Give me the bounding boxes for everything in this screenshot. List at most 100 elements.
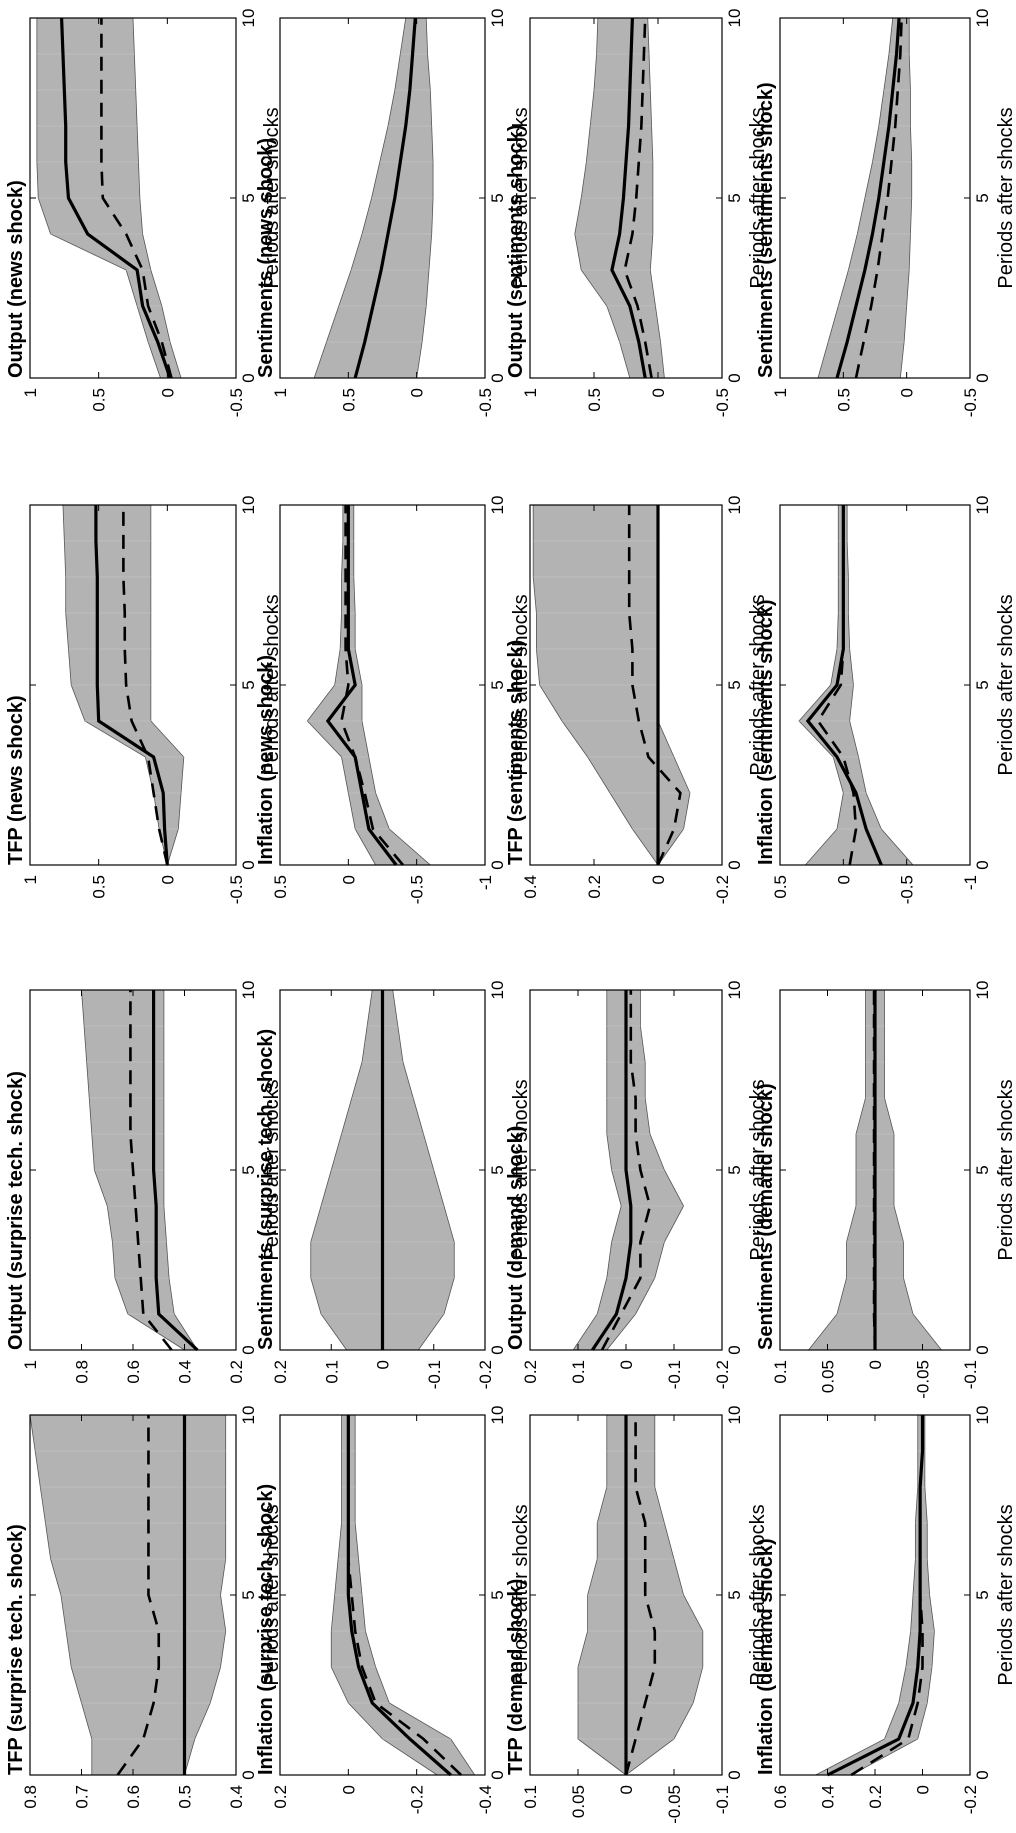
x-tick-label: 10 bbox=[239, 496, 258, 515]
panel-title: Inflation (news shock) bbox=[255, 655, 277, 865]
x-tick-label: 0 bbox=[239, 1345, 258, 1354]
y-tick-label: 1 bbox=[21, 388, 40, 397]
y-tick-label: 0.5 bbox=[90, 388, 109, 412]
panel-title: TFP (news shock) bbox=[5, 695, 27, 865]
panel-title: Inflation (surprise tech. shock) bbox=[255, 1484, 277, 1775]
x-tick-label: 0 bbox=[239, 1770, 258, 1779]
series-solid bbox=[591, 990, 633, 1351]
y-tick-label: -0.5 bbox=[227, 875, 246, 904]
x-axis-label: Periods after shocks bbox=[995, 594, 1016, 775]
panel-13: 1 0.5 0 -0.5 0 5 10 Periods after shocks Sentime… bbox=[755, 9, 1016, 418]
series-solid bbox=[353, 17, 417, 379]
x-tick-label: 0 bbox=[239, 860, 258, 869]
y-tick-label: 0.1 bbox=[569, 1360, 588, 1384]
panel-title: TFP (sentiments shock) bbox=[505, 640, 527, 865]
series-dashed bbox=[816, 505, 858, 866]
y-tick-label: 0.4 bbox=[176, 1360, 195, 1384]
x-tick-label: 5 bbox=[488, 193, 507, 202]
panel-2: 1 0.5 0 -0.5 0 5 10 Periods after shocks TFP (ne… bbox=[5, 496, 283, 905]
panel-title: TFP (demand shock) bbox=[505, 1579, 527, 1775]
series-dashed bbox=[854, 17, 903, 379]
y-tick-label: 0.2 bbox=[585, 875, 604, 899]
x-axis-label: Periods after shocks bbox=[747, 594, 769, 775]
y-tick-label: 0.4 bbox=[521, 875, 540, 899]
x-tick-label: 5 bbox=[973, 680, 992, 689]
x-tick-label: 5 bbox=[488, 1590, 507, 1599]
y-tick-label: 0 bbox=[866, 1360, 885, 1369]
x-tick-label: 5 bbox=[239, 680, 258, 689]
x-tick-label: 10 bbox=[973, 1406, 992, 1425]
panel-14: 0.5 0 -0.5 -1 0 5 10 Periods after shocks Inflat… bbox=[755, 496, 1016, 905]
y-tick-label: 0.8 bbox=[21, 1785, 40, 1809]
x-axis-label: Periods after shocks bbox=[747, 107, 769, 288]
x-tick-label: 10 bbox=[973, 496, 992, 515]
panel-16: 0.6 0.4 0.2 0 -0.2 0 5 10 Periods after shocks In… bbox=[755, 1406, 1016, 1815]
series-solid bbox=[59, 17, 172, 379]
y-tick-label: -1 bbox=[476, 875, 495, 890]
y-tick-label: 0 bbox=[374, 1360, 393, 1369]
x-tick-label: 10 bbox=[239, 9, 258, 28]
series-dashed bbox=[624, 1415, 657, 1776]
y-tick-label: 0.4 bbox=[227, 1785, 246, 1809]
y-tick-label: 0.2 bbox=[271, 1360, 290, 1384]
x-tick-label: 0 bbox=[488, 373, 507, 382]
series-dashed bbox=[623, 17, 653, 379]
y-tick-label: -0.2 bbox=[713, 1360, 732, 1389]
series-dashed bbox=[340, 505, 404, 866]
x-tick-label: 5 bbox=[239, 1165, 258, 1174]
x-tick-label: 10 bbox=[239, 981, 258, 1000]
x-tick-label: 0 bbox=[488, 1770, 507, 1779]
y-tick-label: -1 bbox=[961, 875, 980, 890]
y-tick-label: -0.05 bbox=[665, 1785, 684, 1824]
x-axis-label: Periods after shocks bbox=[995, 1504, 1016, 1685]
x-tick-label: 0 bbox=[488, 1345, 507, 1354]
y-tick-label: 0 bbox=[898, 388, 917, 397]
series-solid bbox=[610, 17, 647, 379]
x-axis-label: Periods after shocks bbox=[510, 594, 532, 775]
x-tick-label: 10 bbox=[973, 981, 992, 1000]
x-tick-label: 10 bbox=[725, 9, 744, 28]
y-tick-label: 0.2 bbox=[271, 1785, 290, 1809]
y-tick-label: -0.1 bbox=[961, 1360, 980, 1389]
y-tick-label: 0 bbox=[339, 1785, 358, 1794]
y-tick-label: -0.4 bbox=[476, 1785, 495, 1814]
x-axis-label: Periods after shocks bbox=[261, 1079, 283, 1260]
y-tick-label: 0.7 bbox=[73, 1785, 92, 1809]
x-tick-label: 10 bbox=[725, 1406, 744, 1425]
x-tick-label: 10 bbox=[488, 1406, 507, 1425]
x-tick-label: 5 bbox=[973, 1590, 992, 1599]
y-tick-label: 1 bbox=[21, 875, 40, 884]
y-tick-label: 0.5 bbox=[585, 388, 604, 412]
y-tick-label: 0 bbox=[834, 875, 853, 884]
x-tick-label: 0 bbox=[725, 1770, 744, 1779]
y-tick-label: 1 bbox=[521, 388, 540, 397]
y-tick-label: 0.4 bbox=[819, 1785, 838, 1809]
y-tick-label: 0.1 bbox=[322, 1360, 341, 1384]
y-tick-label: 0 bbox=[158, 388, 177, 397]
series-solid bbox=[94, 505, 169, 866]
series-dashed bbox=[122, 505, 169, 866]
x-tick-label: 10 bbox=[725, 496, 744, 515]
x-tick-label: 10 bbox=[488, 496, 507, 515]
series-dashed bbox=[600, 990, 652, 1351]
confidence-band bbox=[306, 504, 432, 866]
x-tick-label: 5 bbox=[488, 1165, 507, 1174]
series-dashed bbox=[129, 990, 173, 1351]
x-axis-label: Periods after shocks bbox=[995, 107, 1016, 288]
x-axis-label: Periods after shocks bbox=[510, 107, 532, 288]
y-tick-label: 0 bbox=[617, 1785, 636, 1794]
x-axis-label: Periods after shocks bbox=[261, 1504, 283, 1685]
y-tick-label: -0.1 bbox=[713, 1785, 732, 1814]
x-axis-label: Periods after shocks bbox=[261, 107, 283, 288]
y-tick-label: 0.1 bbox=[521, 1785, 540, 1809]
y-tick-label: 0.5 bbox=[771, 875, 790, 899]
x-tick-label: 0 bbox=[973, 1345, 992, 1354]
x-tick-label: 10 bbox=[488, 981, 507, 1000]
y-tick-label: 1 bbox=[21, 1360, 40, 1369]
y-tick-label: -0.1 bbox=[425, 1360, 444, 1389]
y-tick-label: 0.2 bbox=[227, 1360, 246, 1384]
